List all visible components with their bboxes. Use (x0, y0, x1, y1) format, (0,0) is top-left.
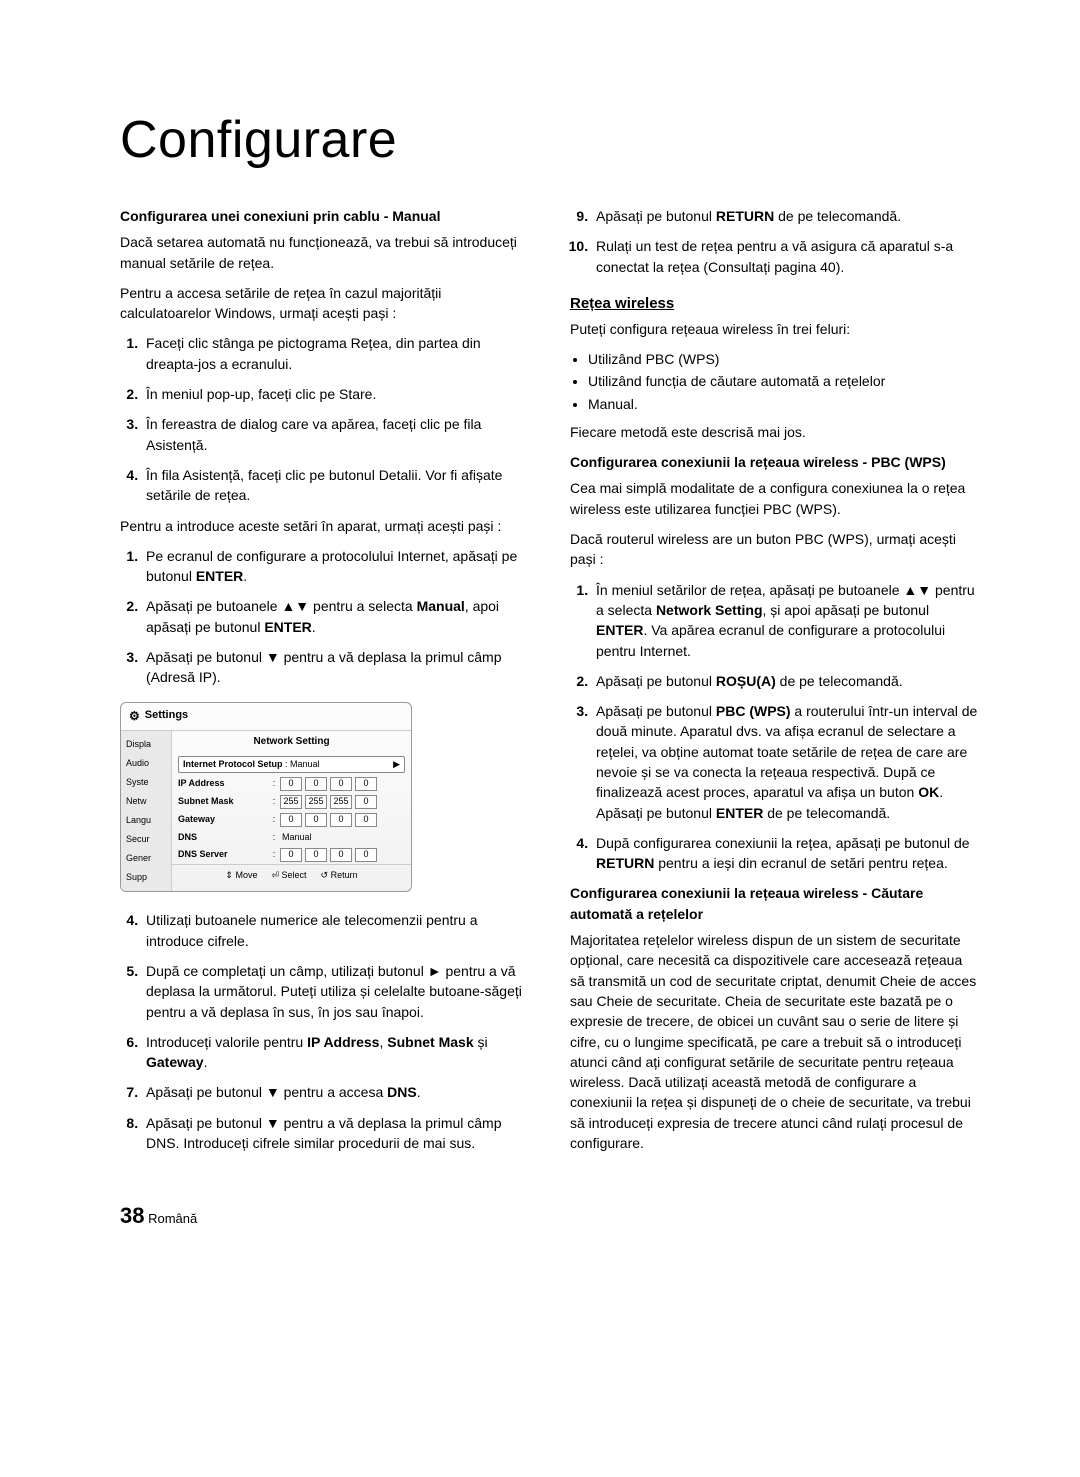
paragraph: Puteți configura rețeaua wireless în tre… (570, 319, 980, 339)
settings-sidebar: Displa Audio Syste Netw Langu Secur Gene… (121, 731, 172, 891)
list-item: Apăsați pe butonul PBC (WPS) a routerulu… (592, 701, 980, 823)
list-device-steps-c: Apăsați pe butonul RETURN de pe telecoma… (570, 206, 980, 277)
mask-octet[interactable]: 255 (280, 795, 302, 809)
panel-title: Network Setting (172, 731, 411, 754)
list-item: Utilizând PBC (WPS) (588, 349, 980, 369)
list-item: În meniul setărilor de rețea, apăsați pe… (592, 580, 980, 661)
ip-octet[interactable]: 0 (280, 777, 302, 791)
list-item: Apăsați pe butonul ▼ pentru a accesa DNS… (142, 1082, 530, 1102)
page-title: Configurare (120, 110, 980, 170)
subnet-mask-label: Subnet Mask (178, 795, 268, 808)
heading-wireless: Rețea wireless (570, 293, 980, 315)
mask-octet[interactable]: 255 (305, 795, 327, 809)
sidebar-item[interactable]: Gener (121, 849, 171, 868)
select-hint: ⏎ Select (271, 869, 306, 882)
sidebar-item[interactable]: Supp (121, 868, 171, 887)
heading-auto-search: Configurarea conexiunii la rețeaua wirel… (570, 883, 980, 924)
list-item: Utilizați butoanele numerice ale telecom… (142, 910, 530, 951)
paragraph: Cea mai simplă modalitate de a configura… (570, 478, 980, 519)
paragraph: Fiecare metodă este descrisă mai jos. (570, 422, 980, 442)
sidebar-item[interactable]: Syste (121, 773, 171, 792)
dns-octet[interactable]: 0 (355, 848, 377, 862)
dns-label: DNS (178, 831, 268, 844)
mask-octet[interactable]: 0 (355, 795, 377, 809)
page-footer: 38 Română (120, 1203, 980, 1229)
list-item: După ce completați un câmp, utilizați bu… (142, 961, 530, 1022)
dns-value: Manual (280, 831, 312, 844)
page-language: Română (148, 1211, 197, 1226)
right-column: Apăsați pe butonul RETURN de pe telecoma… (570, 202, 980, 1163)
list-item: În meniul pop-up, faceți clic pe Stare. (142, 384, 530, 404)
gateway-label: Gateway (178, 813, 268, 826)
dns-octet[interactable]: 0 (280, 848, 302, 862)
mask-octet[interactable]: 255 (330, 795, 352, 809)
list-item: Apăsați pe butonul ▼ pentru a vă deplasa… (142, 647, 530, 688)
list-item: Apăsați pe butonul ▼ pentru a vă deplasa… (142, 1113, 530, 1154)
list-pbc-steps: În meniul setărilor de rețea, apăsați pe… (570, 580, 980, 874)
list-item: Introduceți valorile pentru IP Address, … (142, 1032, 530, 1073)
dns-octet[interactable]: 0 (305, 848, 327, 862)
ip-octet[interactable]: 0 (355, 777, 377, 791)
sidebar-item[interactable]: Displa (121, 735, 171, 754)
ip-octet[interactable]: 0 (305, 777, 327, 791)
sidebar-item[interactable]: Netw (121, 792, 171, 811)
list-item: Manual. (588, 394, 980, 414)
list-item: Pe ecranul de configurare a protocolului… (142, 546, 530, 587)
list-item: Faceți clic stânga pe pictograma Rețea, … (142, 333, 530, 374)
return-hint: ↺ Return (321, 869, 358, 882)
paragraph: Dacă setarea automată nu funcționează, v… (120, 232, 530, 273)
list-windows-steps: Faceți clic stânga pe pictograma Rețea, … (120, 333, 530, 505)
gw-octet[interactable]: 0 (355, 813, 377, 827)
list-item: În fila Asistență, faceți clic pe butonu… (142, 465, 530, 506)
settings-hints: ⇕ Move ⏎ Select ↺ Return (172, 864, 411, 886)
ip-address-label: IP Address (178, 777, 268, 790)
paragraph: Majoritatea rețelelor wireless dispun de… (570, 930, 980, 1153)
list-item: Utilizând funcția de căutare automată a … (588, 371, 980, 391)
list-item: După configurarea conexiunii la rețea, a… (592, 833, 980, 874)
dns-octet[interactable]: 0 (330, 848, 352, 862)
gw-octet[interactable]: 0 (330, 813, 352, 827)
ip-octet[interactable]: 0 (330, 777, 352, 791)
gw-octet[interactable]: 0 (305, 813, 327, 827)
gw-octet[interactable]: 0 (280, 813, 302, 827)
list-item: Apăsați pe butonul RETURN de pe telecoma… (592, 206, 980, 226)
paragraph: Pentru a accesa setările de rețea în caz… (120, 283, 530, 324)
settings-header: ⚙ Settings (121, 703, 411, 730)
list-item: În fereastra de dialog care va apărea, f… (142, 414, 530, 455)
settings-title: Settings (145, 708, 188, 724)
wireless-methods-list: Utilizând PBC (WPS) Utilizând funcția de… (570, 349, 980, 414)
protocol-setup-dropdown[interactable]: Internet Protocol Setup : Manual ▶ (178, 756, 405, 773)
dns-server-label: DNS Server (178, 848, 268, 861)
list-item: Rulați un test de rețea pentru a vă asig… (592, 236, 980, 277)
sidebar-item[interactable]: Langu (121, 811, 171, 830)
sidebar-item[interactable]: Secur (121, 830, 171, 849)
list-item: Apăsați pe butonul ROȘU(A) de pe telecom… (592, 671, 980, 691)
heading-manual-cable: Configurarea unei conexiuni prin cablu -… (120, 206, 530, 226)
heading-pbc-wps: Configurarea conexiunii la rețeaua wirel… (570, 452, 980, 472)
settings-panel: ⚙ Settings Displa Audio Syste Netw Langu… (120, 702, 412, 893)
page-number: 38 (120, 1203, 144, 1228)
sidebar-item[interactable]: Audio (121, 754, 171, 773)
move-hint: ⇕ Move (225, 869, 257, 882)
chevron-right-icon: ▶ (393, 758, 400, 771)
gear-icon: ⚙ (129, 708, 140, 725)
list-device-steps-b: Utilizați butoanele numerice ale telecom… (120, 910, 530, 1153)
left-column: Configurarea unei conexiuni prin cablu -… (120, 202, 530, 1163)
paragraph: Dacă routerul wireless are un buton PBC … (570, 529, 980, 570)
list-device-steps-a: Pe ecranul de configurare a protocolului… (120, 546, 530, 688)
paragraph: Pentru a introduce aceste setări în apar… (120, 516, 530, 536)
list-item: Apăsați pe butoanele ▲▼ pentru a selecta… (142, 596, 530, 637)
